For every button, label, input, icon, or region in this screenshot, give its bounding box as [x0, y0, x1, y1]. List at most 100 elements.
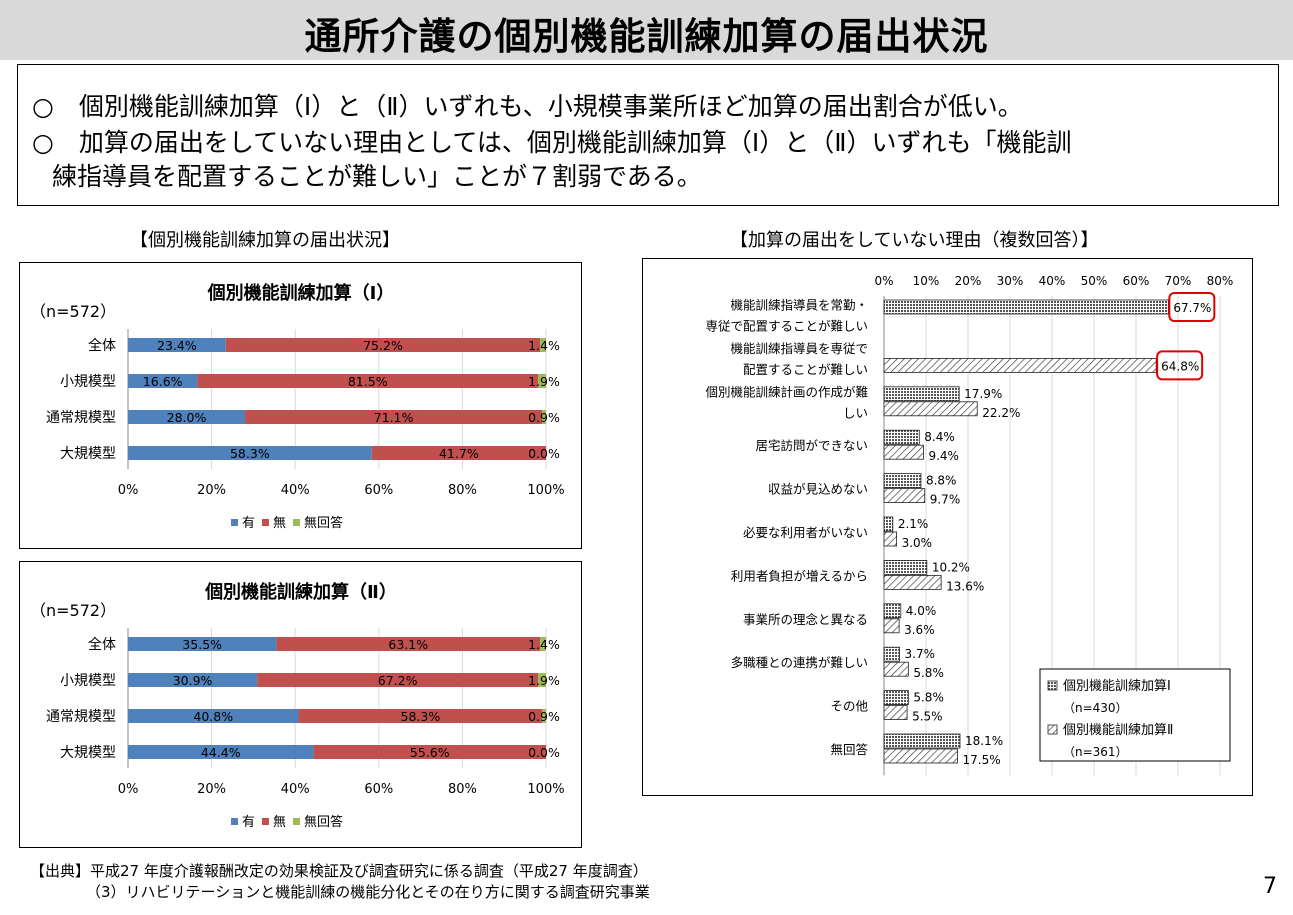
chart1-legend-label: 無回答: [304, 515, 343, 531]
chart2-data-label: 1.9%: [528, 673, 560, 688]
chart2-data-label: 30.9%: [173, 673, 213, 688]
chart2-legend-swatch: [262, 818, 269, 825]
reasons-category-label: 収益が見込めない: [768, 482, 868, 497]
reasons-bar-addition-2: [883, 661, 909, 677]
reasons-bar-addition-2: [883, 531, 897, 547]
highlight-callout: [1156, 350, 1204, 381]
chart1-bar-no: [245, 410, 543, 424]
chart1-bar-no: [197, 374, 539, 388]
chart1-bar-yes: [128, 446, 372, 460]
summary-box: ○ 個別機能訓練加算（Ⅰ）と（Ⅱ）いずれも、小規模事業所ほど加算の届出割合が低い…: [17, 64, 1279, 206]
reasons-x-tick: 80%: [1207, 274, 1234, 288]
chart1-data-label: 75.2%: [363, 338, 403, 353]
chart2-data-label: 40.8%: [193, 709, 233, 724]
chart1-x-tick: 100%: [527, 483, 564, 498]
reasons-bar-addition-1: [883, 386, 960, 402]
reasons-bar-addition-1: [883, 429, 920, 445]
chart-reasons: 0% 10% 20% 30% 40% 50% 60% 70% 80% 機能訓練指導員を常勤・ 専従で…: [642, 258, 1253, 796]
chart1-x-tick: 60%: [364, 483, 393, 498]
chart1-category-label: 通常規模型: [46, 410, 116, 426]
reasons-category-label: 専従で配置することが難しい: [705, 319, 868, 334]
reasons-bar-addition-1: [883, 516, 894, 532]
chart2-data-label: 44.4%: [201, 745, 241, 760]
chart1-category-label: 大規模型: [60, 446, 116, 462]
summary-line-1: ○ 個別機能訓練加算（Ⅰ）と（Ⅱ）いずれも、小規模事業所ほど加算の届出割合が低い…: [32, 92, 1023, 121]
chart1-x-tick: 40%: [281, 483, 310, 498]
chart-addition-1-svg: 個別機能訓練加算（Ⅰ） （n=572） 0% 20% 40% 60% 80% 100% 全体 23…: [30, 282, 565, 531]
reasons-data-label: 18.1%: [965, 734, 1003, 748]
reasons-data-label: 17.5%: [963, 753, 1001, 767]
chart1-x-tick: 20%: [197, 483, 226, 498]
chart2-data-label: 1.4%: [528, 637, 560, 652]
reasons-data-label: 10.2%: [932, 560, 970, 574]
reasons-data-label: 5.8%: [913, 666, 944, 680]
reasons-bar-addition-1: [883, 733, 961, 749]
page-number: 7: [1263, 874, 1277, 899]
chart2-bar-no-answer: [542, 709, 546, 723]
chart-reasons-svg: 0% 10% 20% 30% 40% 50% 60% 70% 80% 機能訓練指導員を常勤・専従で…: [705, 274, 1234, 776]
reasons-bar-addition-2: [883, 618, 900, 634]
chart1-legend-label: 無: [273, 516, 286, 531]
chart2-bar-no-answer: [538, 673, 546, 687]
reasons-bar-addition-1: [883, 559, 928, 575]
chart2-legend-label: 無: [273, 815, 286, 830]
chart2-x-tick: 60%: [364, 782, 393, 797]
reasons-data-label: 8.8%: [926, 474, 957, 488]
chart1-bar-no-answer: [542, 410, 546, 424]
chart1-data-label: 28.0%: [167, 410, 207, 425]
reasons-bar-addition-1: [883, 299, 1169, 315]
reasons-bar-addition-1: [883, 690, 909, 706]
reasons-bar-addition-2: [883, 358, 1157, 373]
right-section-title: 【加算の届出をしていない理由（複数回答）】: [730, 230, 1099, 251]
reasons-bar-addition-2: [883, 705, 908, 721]
chart1-bar-no-answer: [540, 338, 546, 352]
reasons-data-label: 22.2%: [982, 406, 1020, 420]
reasons-category-label: 配置することが難しい: [743, 362, 868, 377]
chart1-data-label: 71.1%: [374, 410, 414, 425]
reasons-data-label: 9.4%: [928, 449, 959, 463]
page-title: 通所介護の個別機能訓練加算の届出状況: [304, 15, 989, 58]
reasons-x-tick: 20%: [955, 274, 982, 288]
reasons-legend-label: 個別機能訓練加算Ⅱ: [1063, 722, 1173, 738]
reasons-data-label: 5.5%: [912, 710, 943, 724]
chart2-bar-no: [298, 709, 543, 723]
chart2-legend-label: 無回答: [304, 814, 343, 830]
chart1-n-note: （n=572）: [30, 302, 116, 321]
chart1-data-label: 58.3%: [230, 446, 270, 461]
reasons-legend-box: [1039, 668, 1231, 762]
chart2-bar-no: [257, 673, 539, 687]
chart2-bar-no: [276, 637, 541, 651]
chart2-x-tick: 40%: [281, 782, 310, 797]
chart2-x-tick: 80%: [448, 782, 477, 797]
chart1-category-label: 全体: [88, 337, 116, 354]
chart2-data-label: 0.9%: [528, 709, 560, 724]
chart-addition-2-svg: 個別機能訓練加算（Ⅱ） （n=572） 0% 20% 40% 60% 80% 100% 全体 35…: [30, 581, 565, 830]
reasons-category-label: 居宅訪問ができない: [755, 438, 868, 453]
reasons-bar-addition-1: [883, 646, 900, 662]
chart2-data-label: 63.1%: [388, 637, 428, 652]
chart1-data-label: 16.6%: [143, 374, 183, 389]
chart1-legend-label: 有: [242, 516, 255, 531]
reasons-data-label: 67.7%: [1173, 301, 1211, 315]
reasons-x-tick: 40%: [1039, 274, 1066, 288]
reasons-data-label: 17.9%: [964, 387, 1002, 401]
reasons-bar-addition-2: [883, 748, 958, 764]
chart2-category-label: 全体: [88, 636, 116, 653]
reasons-legend-swatch: [1047, 724, 1058, 735]
reasons-category-label: 個別機能訓練計画の作成が難: [705, 384, 868, 399]
summary-line-2: ○ 加算の届出をしていない理由としては、個別機能訓練加算（Ⅰ）と（Ⅱ）いずれも「…: [32, 128, 1072, 157]
reasons-x-tick: 50%: [1081, 274, 1108, 288]
chart2-data-label: 35.5%: [182, 637, 222, 652]
chart1-legend-swatch: [262, 519, 269, 526]
reasons-category-label: 無回答: [830, 742, 868, 757]
reasons-bar-addition-1: [883, 603, 902, 619]
chart1-legend-swatch: [231, 519, 238, 526]
chart2-x-tick: 20%: [197, 782, 226, 797]
chart2-bar-yes: [128, 637, 277, 651]
chart1-legend-swatch: [293, 519, 300, 526]
reasons-data-label: 64.8%: [1161, 359, 1199, 373]
title-band: [0, 0, 1293, 60]
reasons-data-label: 4.0%: [906, 604, 937, 618]
reasons-x-tick: 70%: [1165, 274, 1192, 288]
reasons-category-label: しい: [843, 405, 868, 420]
